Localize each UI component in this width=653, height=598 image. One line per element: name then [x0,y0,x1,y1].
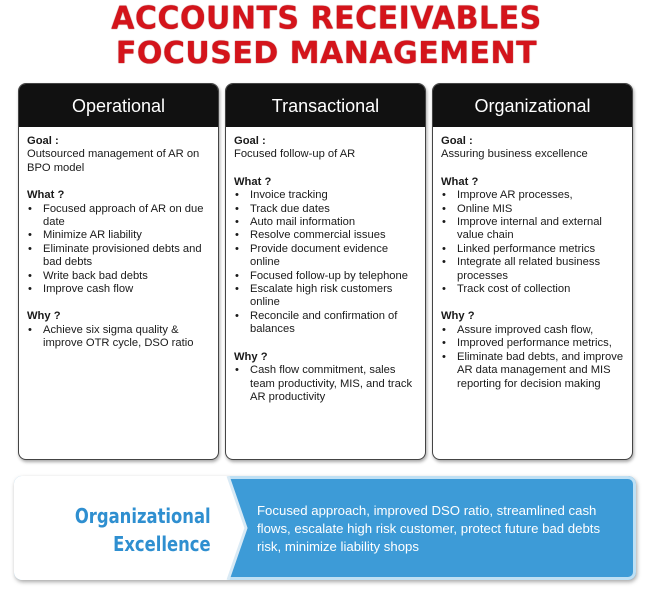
why-list: Cash flow commitment, sales team product… [234,364,419,404]
list-item: Minimize AR liability [27,229,212,243]
column-organizational: Organizational Goal : Assuring business … [432,83,633,460]
what-label: What ? [27,189,65,202]
list-item: Linked performance metrics [441,243,626,257]
goal-text: Assuring business excellence [441,148,588,161]
list-item: Improve cash flow [27,283,212,297]
list-item: Auto mail information [234,216,419,230]
banner-label-line2: Excellence [113,532,211,556]
column-transactional: Transactional Goal : Focused follow-up o… [225,83,426,460]
list-item: Integrate all related business processes [441,256,626,283]
column-operational: Operational Goal : Outsourced management… [18,83,219,460]
list-item: Reconcile and confirmation of balances [234,310,419,337]
goal-label: Goal : [234,135,266,147]
column-heading: Organizational [433,84,632,127]
why-label: Why ? [234,350,268,363]
column-heading: Transactional [226,84,425,127]
list-item: Resolve commercial issues [234,229,419,243]
what-label: What ? [234,175,272,188]
list-item: Eliminate provisioned debts and bad debt… [27,243,212,270]
list-item: Write back bad debts [27,270,212,284]
list-item: Focused follow-up by telephone [234,270,419,284]
column-heading: Operational [19,84,218,127]
list-item: Focused approach of AR on due date [27,203,212,230]
banner-label: Organizational Excellence [75,502,211,558]
list-item: Track cost of collection [441,283,626,297]
banner-description: Focused approach, improved DSO ratio, st… [257,503,601,554]
why-list: Assure improved cash flow, Improved perf… [441,324,626,391]
list-item: Improved performance metrics, [441,337,626,351]
banner-chevron-shape [14,476,248,580]
list-item: Cash flow commitment, sales team product… [234,364,419,404]
list-item: Achieve six sigma quality & improve OTR … [27,324,212,351]
what-label: What ? [441,175,479,188]
list-item: Track due dates [234,203,419,217]
what-list: Focused approach of AR on due date Minim… [27,203,212,297]
excellence-banner: Organizational Excellence Focused approa… [14,476,636,580]
list-item: Invoice tracking [234,189,419,203]
list-item: Online MIS [441,203,626,217]
page-title-line1: ACCOUNTS RECEIVABLES [111,0,542,37]
goal-label: Goal : [27,135,59,147]
list-item: Assure improved cash flow, [441,324,626,338]
list-item: Escalate high risk customers online [234,283,419,310]
why-list: Achieve six sigma quality & improve OTR … [27,324,212,351]
why-label: Why ? [441,310,475,323]
list-item: Eliminate bad debts, and improve AR data… [441,351,626,391]
banner-label-line1: Organizational [75,504,211,528]
page-title-line2: FOCUSED MANAGEMENT [115,36,538,71]
what-list: Invoice tracking Track due dates Auto ma… [234,189,419,336]
goal-text: Outsourced management of AR on BPO model [27,148,200,174]
goal-text: Focused follow-up of AR [234,148,356,161]
list-item: Improve AR processes, [441,189,626,203]
goal-label: Goal : [441,135,473,147]
why-label: Why ? [27,310,61,323]
list-item: Improve internal and external value chai… [441,216,626,243]
what-list: Improve AR processes, Online MIS Improve… [441,189,626,297]
list-item: Provide document evidence online [234,243,419,270]
